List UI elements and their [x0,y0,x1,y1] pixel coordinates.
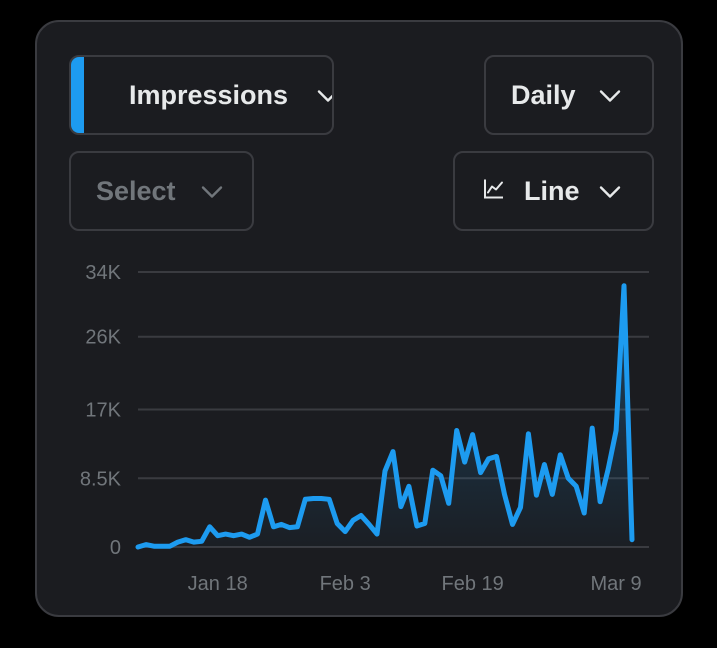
metric-dropdown-label: Impressions [129,79,289,110]
x-tick-label: Jan 18 [188,573,248,595]
compare-dropdown[interactable]: Select [69,151,254,231]
x-tick-label: Feb 3 [320,573,371,595]
analytics-card: Impressions Daily Select Line [35,20,683,617]
chevron-down-icon [317,80,332,111]
y-tick-label: 8.5K [80,468,122,490]
period-dropdown[interactable]: Daily [484,55,654,135]
y-tick-label: 26K [85,327,121,349]
chevron-down-icon [599,80,621,111]
metric-dropdown[interactable]: Impressions [69,55,334,135]
y-tick-label: 34K [85,262,121,284]
chart-type-dropdown-label: Line [524,175,580,206]
line-chart-icon [483,176,505,207]
series-area [138,285,632,547]
y-tick-label: 0 [110,537,121,559]
period-dropdown-label: Daily [511,79,576,110]
compare-dropdown-label: Select [96,175,176,206]
metric-color-swatch [71,57,84,133]
series-line [135,283,635,550]
impressions-line-chart: 0 8.5K 17K 26K 34K Jan 18 Feb 3 Feb 19 Mar 9 [80,262,649,595]
chevron-down-icon [599,176,621,207]
chart-type-dropdown[interactable]: Line [453,151,654,231]
x-tick-label: Mar 9 [591,573,642,595]
chevron-down-icon [201,176,223,207]
x-tick-label: Feb 19 [442,573,504,595]
y-tick-label: 17K [85,400,121,422]
